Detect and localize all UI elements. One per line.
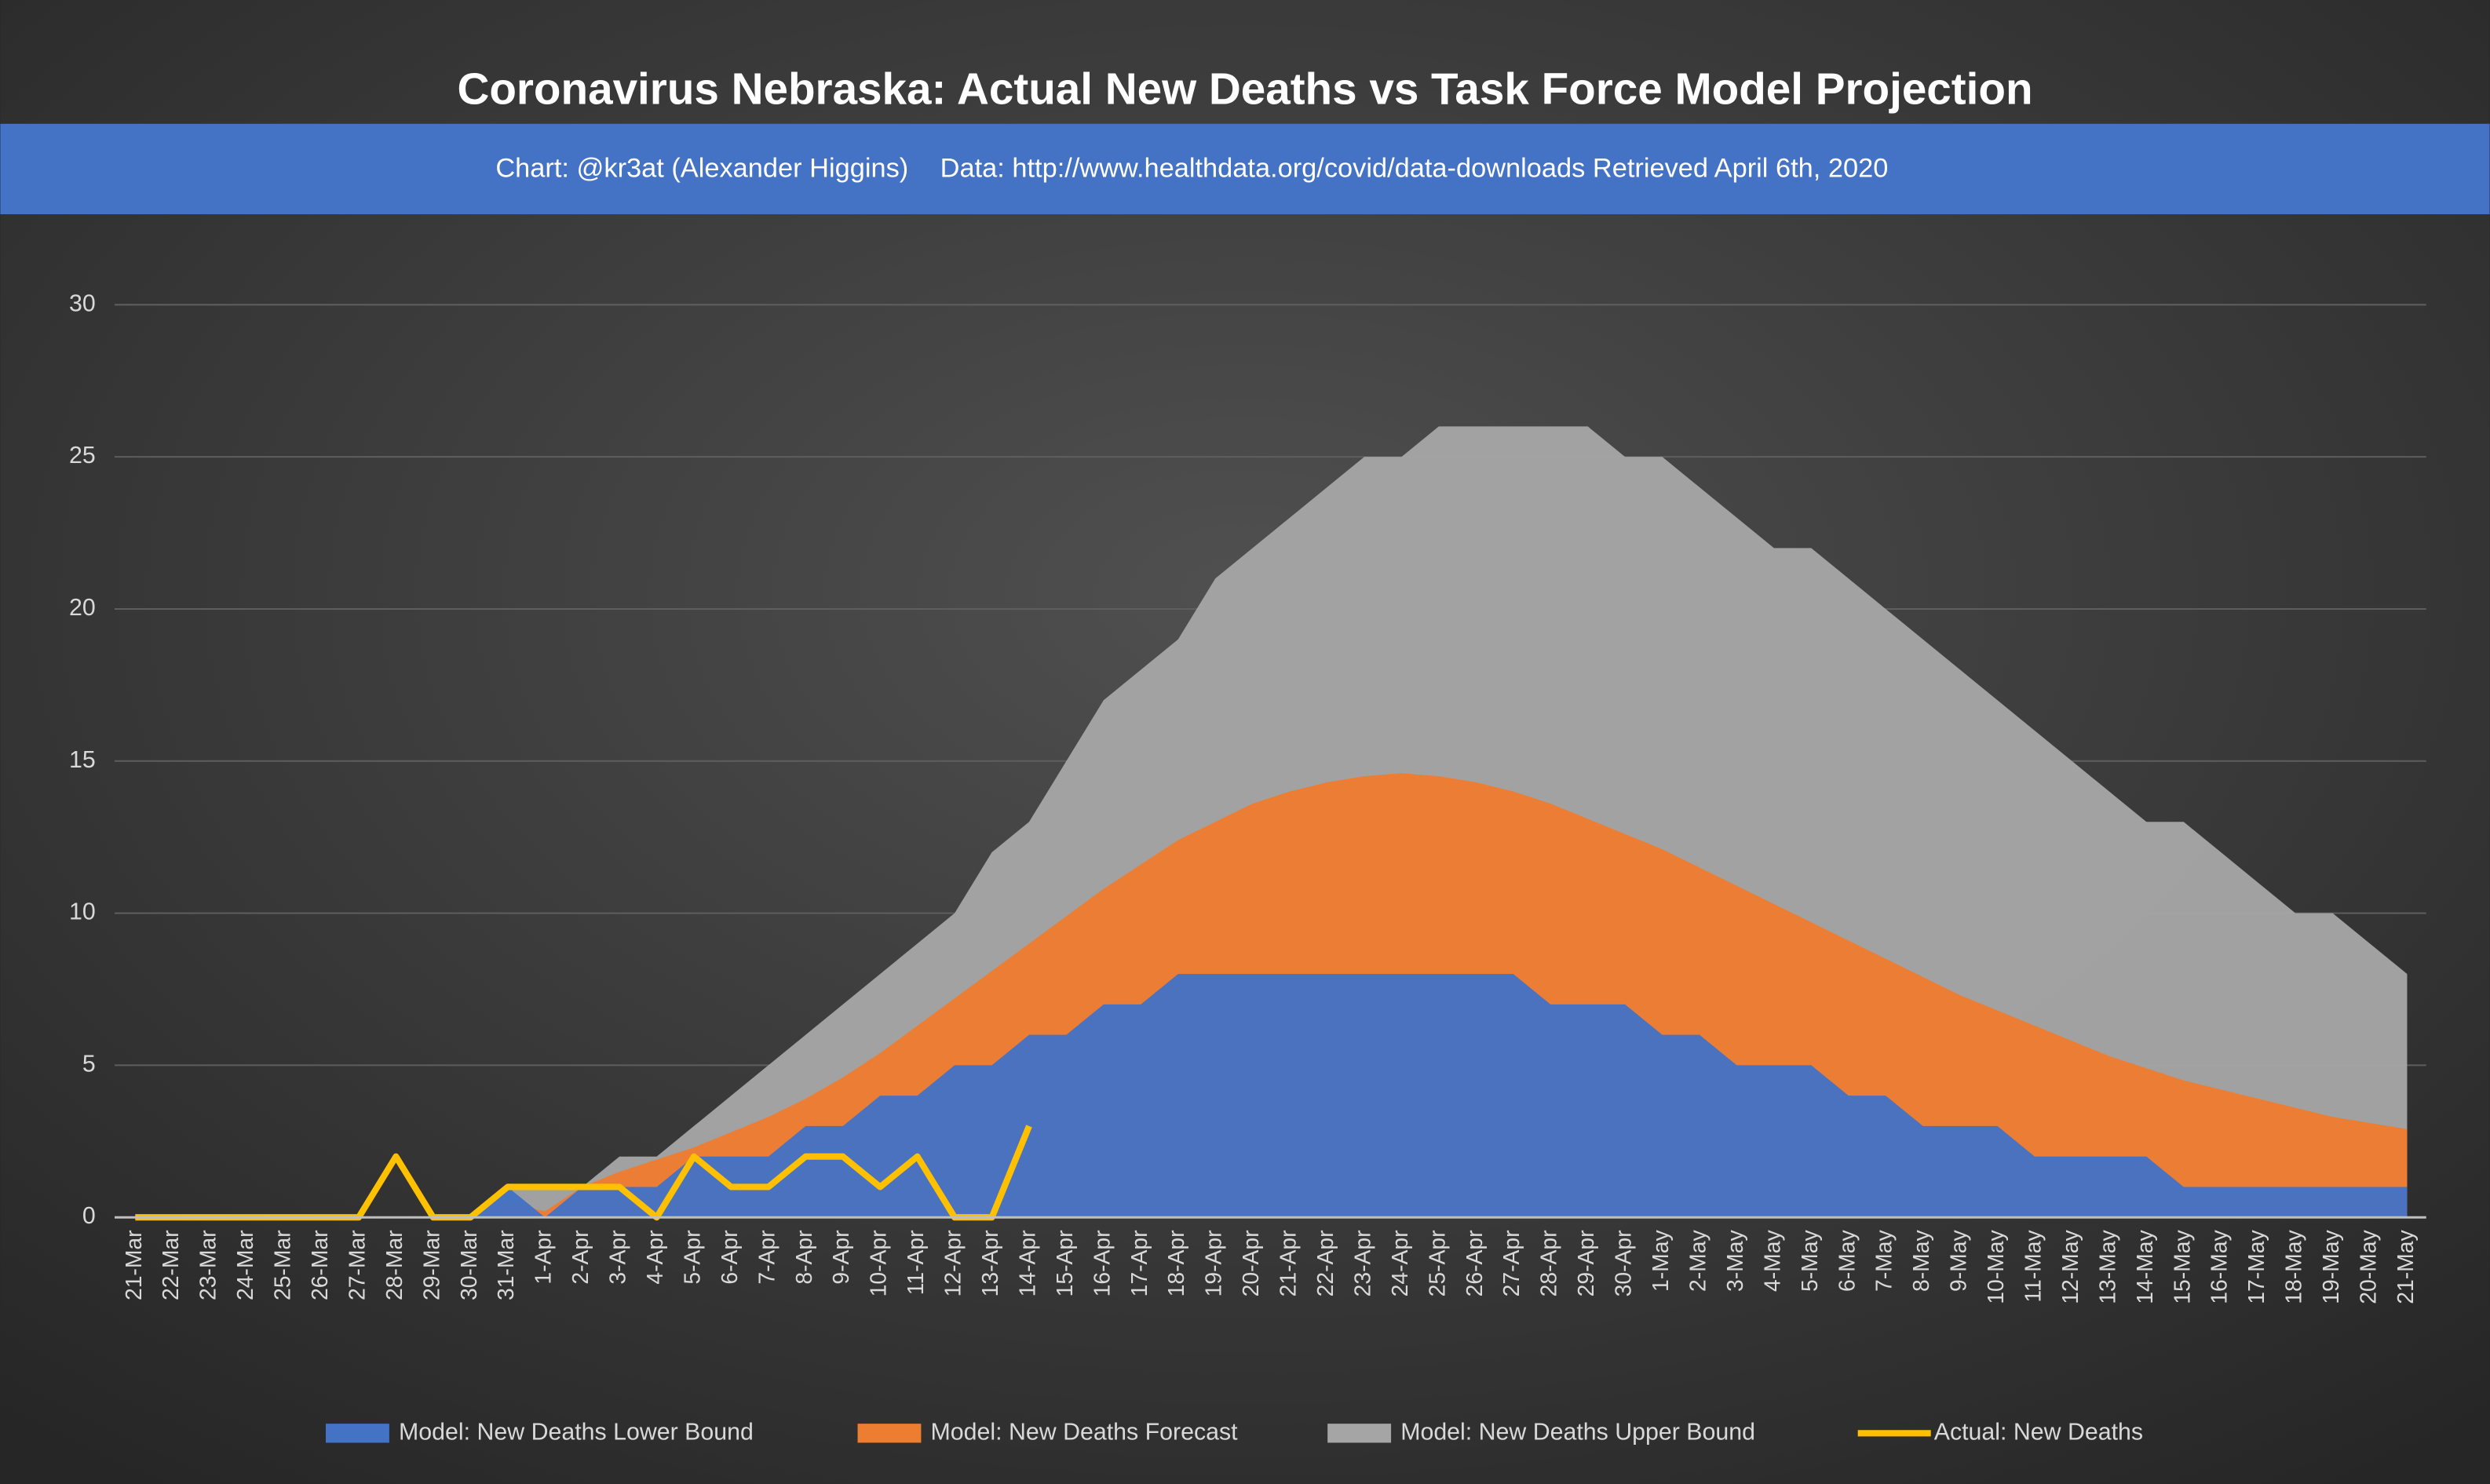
legend-label: Actual: New Deaths (1934, 1419, 2143, 1445)
x-tick-label: 14-May (2132, 1230, 2157, 1304)
y-tick-label: 5 (82, 1051, 96, 1077)
x-tick-label: 22-Apr (1313, 1230, 1338, 1296)
x-tick-label: 14-Apr (1014, 1230, 1039, 1296)
x-tick-label: 19-May (2318, 1230, 2343, 1304)
x-tick-label: 17-Apr (1126, 1230, 1152, 1296)
x-tick-label: 17-May (2244, 1230, 2269, 1304)
x-tick-label: 30-Apr (1611, 1230, 1636, 1296)
x-tick-label: 13-May (2094, 1230, 2119, 1304)
x-tick-label: 29-Apr (1573, 1230, 1598, 1296)
x-tick-label: 6-May (1834, 1230, 1859, 1292)
x-tick-label: 10-May (1983, 1230, 2008, 1304)
x-tick-label: 11-Apr (903, 1230, 928, 1295)
x-tick-label: 12-May (2057, 1230, 2083, 1304)
x-tick-label: 21-May (2393, 1230, 2418, 1304)
chart-source: Data: http://www.healthdata.org/covid/da… (940, 153, 1889, 183)
x-tick-label: 23-Mar (195, 1230, 221, 1300)
x-tick-label: 3-May (1722, 1230, 1747, 1292)
x-tick-label: 22-Mar (158, 1230, 183, 1300)
x-tick-label: 25-Mar (270, 1230, 295, 1300)
y-tick-label: 15 (69, 747, 96, 773)
x-tick-label: 5-May (1797, 1230, 1822, 1292)
subtitle-banner (0, 123, 2490, 215)
y-tick-label: 10 (69, 899, 96, 925)
x-tick-label: 16-May (2207, 1230, 2232, 1304)
chart-title: Coronavirus Nebraska: Actual New Deaths … (457, 64, 2032, 113)
x-tick-label: 29-Mar (418, 1230, 444, 1300)
x-tick-label: 21-Mar (121, 1230, 146, 1300)
x-tick-label: 20-Apr (1238, 1230, 1263, 1296)
x-tick-label: 26-Mar (307, 1230, 332, 1300)
x-tick-label: 30-Mar (456, 1230, 481, 1300)
y-tick-label: 0 (82, 1203, 96, 1229)
x-tick-label: 25-Apr (1424, 1230, 1449, 1296)
y-tick-label: 20 (69, 595, 96, 621)
x-tick-label: 24-Apr (1387, 1230, 1412, 1296)
x-tick-label: 10-Apr (866, 1230, 891, 1296)
x-tick-label: 28-Mar (382, 1230, 407, 1300)
x-tick-label: 21-Apr (1276, 1230, 1301, 1296)
legend-swatch (1327, 1424, 1392, 1443)
x-tick-label: 8-Apr (791, 1230, 816, 1284)
x-tick-label: 4-May (1759, 1230, 1784, 1292)
y-tick-label: 30 (69, 290, 96, 316)
x-tick-label: 27-Mar (344, 1230, 369, 1300)
plot-area: 0 5 10 15 20 25 30 21-Mar 22-Mar 23-Mar 24-Mar 25-M… (69, 290, 2426, 1445)
x-tick-label: 26-Apr (1462, 1230, 1487, 1296)
x-tick-label: 27-Apr (1499, 1230, 1524, 1296)
x-tick-label: 18-Apr (1163, 1230, 1188, 1296)
x-tick-label: 16-Apr (1089, 1230, 1114, 1296)
x-tick-label: 12-Apr (940, 1230, 966, 1296)
x-tick-label: 11-May (2020, 1230, 2045, 1303)
x-tick-label: 15-Apr (1052, 1230, 1077, 1296)
legend-swatch (325, 1424, 389, 1443)
x-tick-label: 9-Apr (828, 1230, 853, 1284)
x-tick-label: 28-Apr (1536, 1230, 1561, 1296)
x-tick-label: 15-May (2169, 1230, 2194, 1304)
x-tick-label: 18-May (2281, 1230, 2306, 1304)
x-tick-label: 1-Apr (531, 1230, 556, 1284)
x-tick-label: 19-Apr (1201, 1230, 1226, 1296)
legend-label: Model: New Deaths Lower Bound (399, 1419, 754, 1445)
x-tick-label: 7-Apr (754, 1230, 779, 1284)
x-tick-label: 4-Apr (642, 1230, 667, 1284)
x-tick-label: 8-May (1908, 1230, 1933, 1292)
x-tick-label: 7-May (1871, 1230, 1897, 1292)
x-tick-label: 2-May (1685, 1230, 1710, 1292)
y-tick-label: 25 (69, 443, 96, 469)
x-tick-label: 3-Apr (605, 1230, 630, 1284)
x-tick-label: 24-Mar (232, 1230, 257, 1300)
area-series (135, 974, 2408, 1218)
x-tick-label: 20-May (2355, 1230, 2380, 1304)
x-tick-label: 6-Apr (717, 1230, 742, 1284)
legend-label: Model: New Deaths Upper Bound (1400, 1419, 1755, 1445)
x-tick-label: 13-Apr (977, 1230, 1002, 1296)
x-tick-label: 9-May (1946, 1230, 1971, 1292)
x-tick-label: 5-Apr (679, 1230, 704, 1284)
legend-label: Model: New Deaths Forecast (931, 1419, 1239, 1445)
x-tick-label: 1-May (1648, 1230, 1673, 1292)
chart-subtitle: Chart: @kr3at (Alexander Higgins) (495, 153, 908, 183)
legend-swatch (857, 1424, 922, 1443)
x-tick-label: 23-Apr (1349, 1230, 1375, 1296)
x-tick-label: 31-Mar (493, 1230, 518, 1300)
x-tick-label: 2-Apr (568, 1230, 593, 1284)
